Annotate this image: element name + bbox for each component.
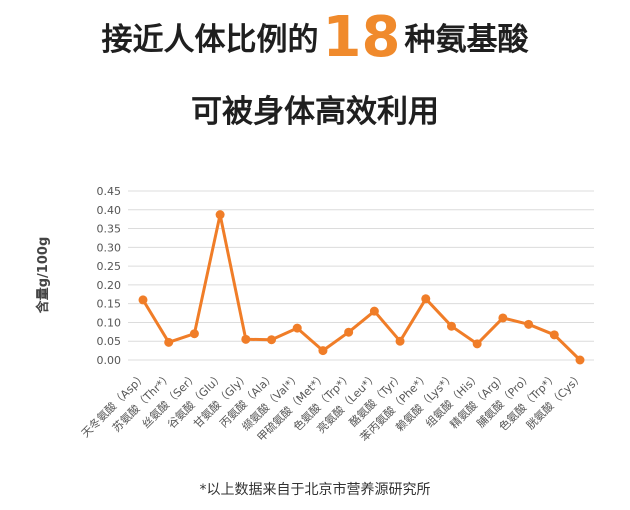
amino-acid-line-chart: 0.00 0.05 0.10 0.15 0.20 0.25 0.30 0.35 0.40 0.45…	[35, 185, 594, 444]
y-tick-label: 0.20	[97, 279, 122, 292]
data-points	[138, 210, 585, 365]
headline-line1-after: 种氨基酸	[404, 22, 529, 58]
data-point	[164, 337, 174, 347]
data-point	[524, 319, 534, 329]
data-point	[241, 334, 251, 344]
data-point	[575, 355, 585, 365]
footnote: *以上数据来自于北京市营养源研究所	[199, 482, 431, 498]
data-point	[369, 306, 379, 316]
y-tick-label: 0.25	[97, 260, 122, 273]
series-line	[141, 213, 582, 362]
data-point	[344, 327, 354, 337]
data-point	[215, 210, 225, 220]
data-point	[267, 335, 277, 345]
data-point	[318, 346, 328, 356]
data-point	[498, 313, 508, 323]
data-point	[138, 295, 148, 305]
data-point	[292, 323, 302, 333]
headline: 接近人体比例的18 种氨基酸 可被身体高效利用	[0, 8, 630, 140]
y-axis-label: 含量g/100g	[35, 237, 51, 315]
data-point	[189, 329, 199, 339]
data-point	[395, 336, 405, 346]
y-tick-label: 0.00	[97, 354, 122, 367]
y-tick-label: 0.10	[97, 316, 122, 329]
y-tick-labels: 0.00 0.05 0.10 0.15 0.20 0.25 0.30 0.35 0.40 0.45	[97, 185, 122, 367]
y-tick-label: 0.15	[97, 298, 122, 311]
y-tick-label: 0.05	[97, 335, 122, 348]
data-point	[549, 330, 559, 340]
headline-line1-before: 接近人体比例的	[101, 22, 319, 58]
y-tick-label: 0.45	[97, 185, 122, 198]
headline-number: 18	[322, 5, 401, 70]
data-point	[472, 339, 482, 349]
x-category-labels: 天冬氨酸（Asp）苏氨酸（Thr*）丝氨酸（Ser）谷氨酸（Glu）甘氨酸（Gl…	[78, 369, 586, 444]
headline-line2: 可被身体高效利用	[191, 94, 439, 130]
y-tick-label: 0.35	[97, 223, 122, 236]
y-tick-label: 0.40	[97, 204, 122, 217]
data-point	[446, 321, 456, 331]
y-tick-label: 0.30	[97, 241, 122, 254]
grid-layer	[128, 190, 594, 361]
headline-line1: 接近人体比例的18 种氨基酸	[0, 8, 630, 70]
data-point	[421, 294, 431, 304]
